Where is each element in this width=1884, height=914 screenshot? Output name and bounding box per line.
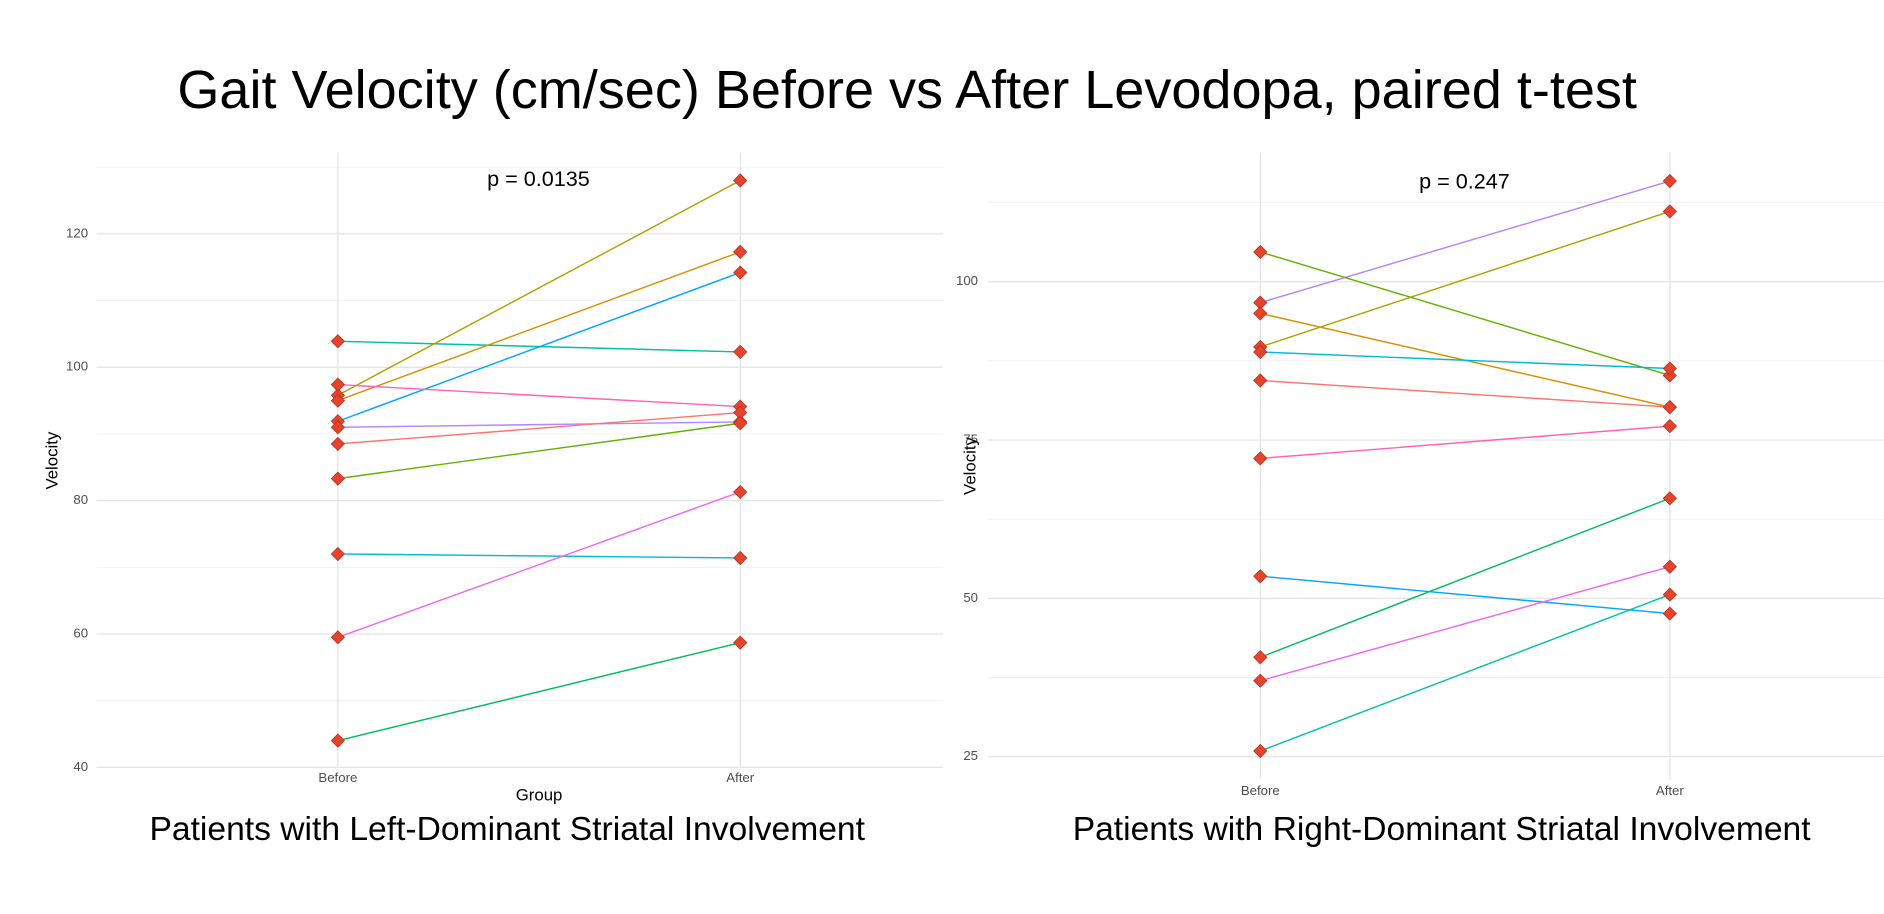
figure-title: Gait Velocity (cm/sec) Before vs After L… — [177, 60, 1637, 120]
point — [330, 436, 345, 452]
point — [1253, 569, 1268, 584]
pair-line — [1260, 593, 1671, 752]
pair-line — [337, 553, 741, 559]
y-tick-label: 100 — [956, 273, 978, 288]
y-tick-label: 80 — [73, 492, 88, 507]
pair-line — [1260, 379, 1670, 408]
pair-line — [337, 421, 741, 428]
point — [1253, 306, 1268, 321]
pair-line — [337, 491, 741, 638]
point — [1662, 606, 1677, 621]
panel-subtitle: Patients with Left-Dominant Striatal Inv… — [149, 811, 865, 848]
point — [330, 733, 345, 748]
y-tick-label: 25 — [963, 748, 978, 763]
point — [330, 377, 345, 392]
point — [1253, 650, 1268, 665]
point — [1662, 559, 1677, 574]
point — [1662, 491, 1677, 506]
point — [1662, 361, 1677, 376]
point — [733, 344, 748, 360]
pair-line — [337, 383, 741, 408]
point — [330, 630, 345, 645]
pair-line — [1260, 351, 1670, 370]
x-tick-label: After — [1656, 783, 1684, 798]
pair-line — [1260, 251, 1671, 377]
x-tick-label: After — [726, 770, 754, 785]
point — [330, 471, 345, 486]
annotation: p = 0.247 — [1419, 168, 1510, 193]
y-tick-label: 120 — [66, 225, 88, 240]
y-tick-label: 60 — [73, 625, 88, 640]
x-tick-label: Before — [318, 770, 357, 785]
point — [330, 420, 345, 435]
point — [733, 244, 748, 260]
annotation: p = 0.0135 — [487, 166, 590, 191]
pair-line — [1260, 180, 1671, 304]
pair-line — [1260, 425, 1670, 460]
point — [330, 546, 345, 562]
point — [733, 550, 748, 566]
y-tick-label: 75 — [963, 432, 978, 447]
point — [733, 635, 748, 650]
point — [1253, 743, 1268, 759]
pair-line — [1260, 497, 1671, 658]
panel-subtitle: Patients with Right-Dominant Striatal In… — [1073, 811, 1812, 848]
point — [733, 265, 748, 280]
point — [1662, 418, 1677, 434]
point — [733, 416, 748, 431]
y-tick-label: 100 — [66, 359, 88, 374]
pair-line — [337, 411, 741, 445]
pair-line — [1260, 575, 1670, 615]
point — [1253, 344, 1268, 360]
point — [733, 484, 748, 500]
point — [1662, 399, 1677, 415]
y-axis-title: Velocity — [960, 436, 979, 494]
point — [1253, 673, 1268, 688]
point — [1662, 173, 1677, 189]
pair-line — [1260, 210, 1671, 348]
x-tick-label: Before — [1241, 783, 1280, 798]
pair-line — [337, 271, 741, 422]
x-axis-title: Group — [516, 786, 563, 805]
pair-line — [337, 251, 741, 402]
pair-line — [337, 179, 741, 396]
pair-line — [1260, 566, 1671, 682]
y-tick-label: 40 — [73, 759, 88, 774]
pair-line — [337, 641, 741, 742]
point — [330, 393, 345, 408]
point — [1662, 587, 1677, 602]
point — [1253, 244, 1268, 260]
point — [1662, 204, 1677, 219]
point — [1253, 373, 1268, 388]
point — [733, 173, 748, 188]
point — [330, 334, 345, 349]
point — [1253, 451, 1268, 466]
y-tick-label: 50 — [963, 590, 978, 605]
y-axis-title: Velocity — [43, 431, 62, 489]
pair-line — [337, 422, 741, 480]
